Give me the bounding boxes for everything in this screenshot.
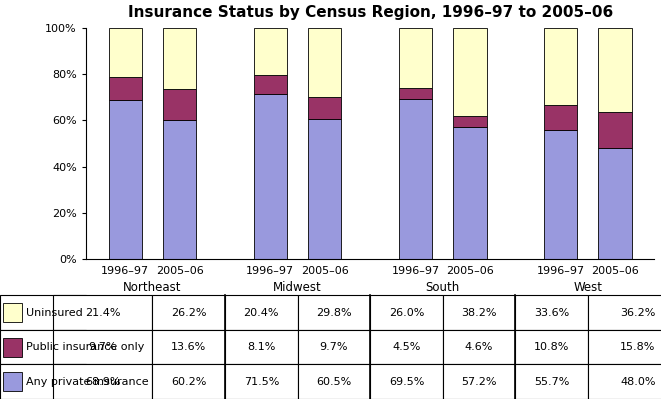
Bar	[516, 295, 588, 330]
Text: Public insurance only: Public insurance only	[26, 342, 144, 352]
Bar	[370, 295, 443, 330]
Text: 9.7%: 9.7%	[89, 342, 117, 352]
Bar	[598, 28, 632, 112]
Bar	[399, 99, 432, 259]
Bar	[588, 364, 661, 399]
Bar	[399, 88, 432, 99]
Text: 8.1%: 8.1%	[247, 342, 276, 352]
Text: 21.4%: 21.4%	[85, 308, 120, 318]
Bar	[163, 89, 196, 120]
Text: Northeast: Northeast	[123, 281, 182, 294]
Bar	[254, 94, 287, 259]
Bar	[544, 105, 577, 130]
Bar	[544, 130, 577, 259]
Text: 20.4%: 20.4%	[243, 308, 279, 318]
Bar	[297, 330, 370, 364]
Text: 9.7%: 9.7%	[320, 342, 348, 352]
Text: 71.5%: 71.5%	[244, 377, 279, 387]
Title: Insurance Status by Census Region, 1996–97 to 2005–06: Insurance Status by Census Region, 1996–…	[128, 5, 613, 20]
Bar	[163, 120, 196, 259]
Text: 68.9%: 68.9%	[85, 377, 120, 387]
Bar	[3, 372, 22, 391]
Text: 69.5%: 69.5%	[389, 377, 424, 387]
Text: West: West	[573, 281, 602, 294]
Text: 29.8%: 29.8%	[316, 308, 352, 318]
Bar	[308, 28, 342, 97]
Bar	[108, 28, 142, 77]
Bar	[254, 75, 287, 94]
Bar	[225, 295, 297, 330]
Bar	[443, 364, 516, 399]
Text: 48.0%: 48.0%	[620, 377, 656, 387]
Bar	[598, 112, 632, 148]
Bar	[598, 148, 632, 259]
Text: 13.6%: 13.6%	[171, 342, 206, 352]
Text: 57.2%: 57.2%	[461, 377, 497, 387]
Text: South: South	[426, 281, 460, 294]
Bar	[3, 303, 22, 322]
Text: 33.6%: 33.6%	[534, 308, 569, 318]
Bar	[163, 28, 196, 89]
Text: 10.8%: 10.8%	[534, 342, 569, 352]
Bar	[254, 28, 287, 75]
Bar	[3, 338, 22, 357]
Text: Any private insurance: Any private insurance	[26, 377, 148, 387]
Text: 60.5%: 60.5%	[316, 377, 352, 387]
Text: Uninsured: Uninsured	[26, 308, 82, 318]
Bar	[399, 28, 432, 88]
Bar	[153, 295, 225, 330]
Bar	[588, 330, 661, 364]
Bar	[225, 330, 297, 364]
Bar	[370, 330, 443, 364]
Bar	[53, 295, 153, 330]
Bar	[588, 295, 661, 330]
Bar	[0, 295, 86, 330]
Text: 55.7%: 55.7%	[534, 377, 569, 387]
Bar	[453, 117, 486, 127]
Bar	[0, 364, 86, 399]
Bar	[297, 364, 370, 399]
Text: 38.2%: 38.2%	[461, 308, 497, 318]
Bar	[225, 364, 297, 399]
Bar	[308, 119, 342, 259]
Bar	[53, 330, 153, 364]
Bar	[370, 364, 443, 399]
Bar	[53, 364, 153, 399]
Bar	[153, 364, 225, 399]
Bar	[0, 330, 86, 364]
Bar	[108, 77, 142, 100]
Bar	[516, 364, 588, 399]
Bar	[153, 330, 225, 364]
Text: 4.5%: 4.5%	[392, 342, 420, 352]
Text: 36.2%: 36.2%	[620, 308, 656, 318]
Text: 26.2%: 26.2%	[171, 308, 206, 318]
Bar	[453, 127, 486, 259]
Bar	[453, 28, 486, 117]
Bar	[443, 330, 516, 364]
Bar	[308, 97, 342, 119]
Text: 4.6%: 4.6%	[465, 342, 493, 352]
Bar	[297, 295, 370, 330]
Bar	[443, 295, 516, 330]
Text: 15.8%: 15.8%	[620, 342, 656, 352]
Text: 60.2%: 60.2%	[171, 377, 206, 387]
Bar	[108, 100, 142, 259]
Bar	[516, 330, 588, 364]
Text: Midwest: Midwest	[273, 281, 322, 294]
Text: 26.0%: 26.0%	[389, 308, 424, 318]
Bar	[544, 28, 577, 105]
